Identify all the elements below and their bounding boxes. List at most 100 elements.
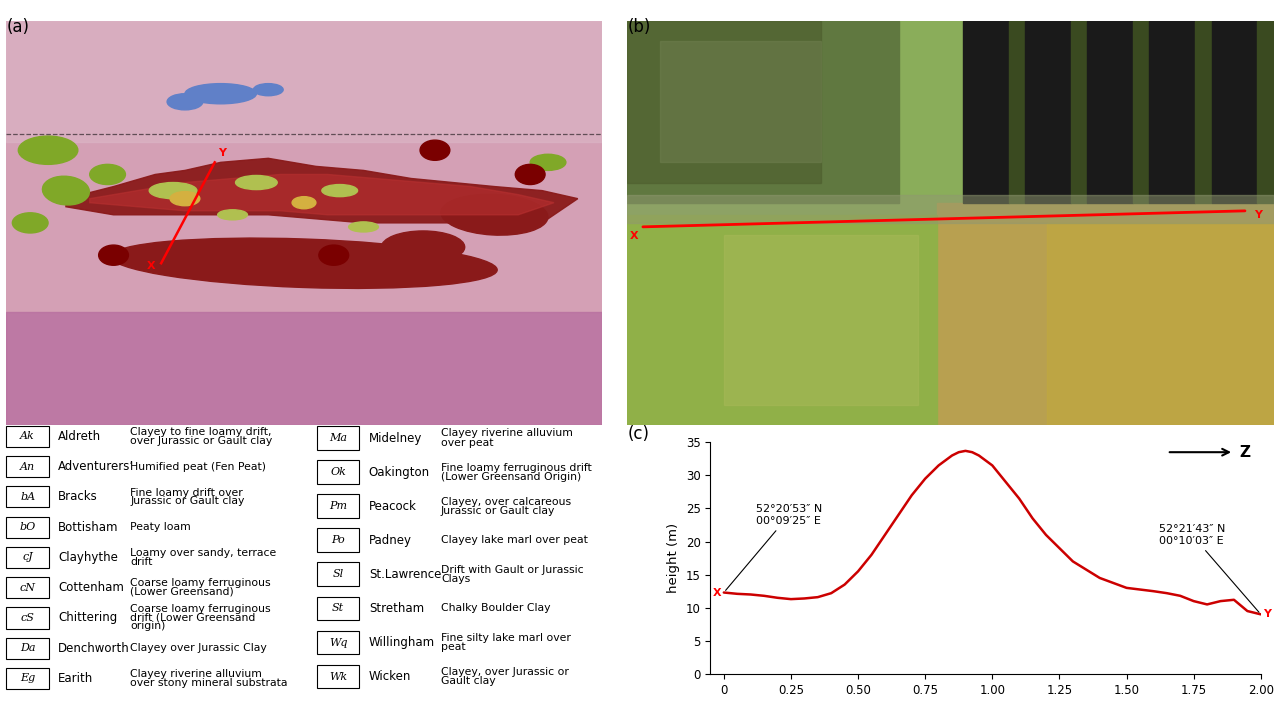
Text: Fine loamy drift over: Fine loamy drift over — [131, 488, 243, 498]
Circle shape — [319, 245, 348, 265]
Ellipse shape — [18, 136, 78, 164]
Text: X: X — [630, 231, 637, 241]
FancyBboxPatch shape — [316, 529, 360, 552]
Bar — [627, 194, 1274, 223]
Text: Earith: Earith — [59, 672, 93, 685]
Text: Jurassic or Gault clay: Jurassic or Gault clay — [131, 496, 244, 506]
Text: over stony mineral substrata: over stony mineral substrata — [131, 677, 288, 688]
Ellipse shape — [530, 154, 566, 171]
Text: Stretham: Stretham — [369, 602, 424, 615]
Text: Willingham: Willingham — [369, 636, 435, 649]
FancyBboxPatch shape — [316, 562, 360, 586]
FancyBboxPatch shape — [6, 517, 49, 538]
Ellipse shape — [90, 164, 125, 185]
Text: Peacock: Peacock — [369, 500, 417, 513]
Text: Padney: Padney — [369, 534, 412, 547]
Bar — [1257, 21, 1274, 203]
Bar — [1009, 21, 1025, 203]
Text: Cottenham: Cottenham — [59, 581, 124, 594]
Bar — [724, 235, 918, 404]
Text: bA: bA — [20, 492, 35, 502]
Ellipse shape — [321, 185, 357, 197]
Ellipse shape — [381, 231, 465, 263]
Text: Coarse loamy ferruginous: Coarse loamy ferruginous — [131, 578, 271, 588]
Text: cS: cS — [20, 613, 35, 623]
Ellipse shape — [111, 238, 497, 289]
Text: Fine silty lake marl over: Fine silty lake marl over — [440, 633, 571, 643]
Text: Sl: Sl — [333, 569, 343, 579]
Text: Clays: Clays — [440, 574, 470, 584]
Text: Y: Y — [1263, 609, 1271, 619]
Text: 52°20′53″ N
00°09′25″ E: 52°20′53″ N 00°09′25″ E — [726, 504, 822, 590]
Text: (b): (b) — [627, 18, 650, 36]
Bar — [627, 21, 899, 203]
Ellipse shape — [236, 176, 278, 190]
Text: over Jurassic or Gault clay: over Jurassic or Gault clay — [131, 435, 273, 446]
Text: (a): (a) — [6, 18, 29, 36]
Bar — [627, 215, 937, 425]
Text: Y: Y — [218, 148, 225, 158]
Text: Ok: Ok — [330, 468, 346, 477]
Text: Y: Y — [1254, 210, 1262, 220]
Bar — [1025, 21, 1070, 203]
Text: Peaty loam: Peaty loam — [131, 522, 191, 532]
Text: An: An — [20, 462, 35, 472]
FancyBboxPatch shape — [6, 668, 49, 689]
Ellipse shape — [186, 84, 256, 104]
Text: cJ: cJ — [22, 552, 33, 562]
Text: X: X — [147, 261, 155, 271]
Text: Clayey, over calcareous: Clayey, over calcareous — [440, 496, 571, 507]
FancyBboxPatch shape — [6, 547, 49, 568]
Text: drift (Lower Greensand: drift (Lower Greensand — [131, 613, 256, 623]
Ellipse shape — [13, 213, 49, 233]
Text: origin): origin) — [131, 621, 166, 631]
Text: St.Lawrence: St.Lawrence — [369, 568, 442, 581]
Ellipse shape — [170, 192, 200, 206]
Bar — [964, 21, 1009, 203]
Text: Ma: Ma — [329, 433, 347, 443]
Text: Clayey lake marl over peat: Clayey lake marl over peat — [440, 536, 588, 545]
Ellipse shape — [348, 222, 379, 232]
FancyBboxPatch shape — [6, 637, 49, 658]
Bar — [1047, 223, 1274, 425]
Bar — [6, 312, 602, 425]
Bar — [1070, 21, 1088, 203]
Polygon shape — [67, 159, 577, 223]
FancyBboxPatch shape — [316, 630, 360, 654]
Text: Po: Po — [332, 536, 344, 545]
Text: Wicken: Wicken — [369, 670, 411, 683]
Text: Wq: Wq — [329, 637, 347, 647]
FancyBboxPatch shape — [6, 607, 49, 628]
Text: Humified peat (Fen Peat): Humified peat (Fen Peat) — [131, 462, 266, 472]
Text: Adventurers’: Adventurers’ — [59, 460, 134, 473]
Text: Wk: Wk — [329, 672, 347, 682]
Text: Da: Da — [20, 643, 36, 653]
Text: St: St — [332, 604, 344, 614]
Text: Coarse loamy ferruginous: Coarse loamy ferruginous — [131, 604, 271, 614]
Circle shape — [516, 164, 545, 185]
FancyBboxPatch shape — [6, 577, 49, 598]
Ellipse shape — [442, 194, 548, 235]
FancyBboxPatch shape — [6, 456, 49, 477]
Bar — [1088, 21, 1133, 203]
FancyBboxPatch shape — [6, 425, 49, 447]
Text: Loamy over sandy, terrace: Loamy over sandy, terrace — [131, 548, 276, 558]
Text: Bracks: Bracks — [59, 491, 99, 503]
Text: Clayey, over Jurassic or: Clayey, over Jurassic or — [440, 667, 568, 677]
Circle shape — [420, 140, 449, 160]
Ellipse shape — [292, 197, 316, 208]
Text: Clayey riverine alluvium: Clayey riverine alluvium — [131, 669, 262, 680]
Text: bO: bO — [19, 522, 36, 532]
Text: Clayey to fine loamy drift,: Clayey to fine loamy drift, — [131, 427, 271, 437]
FancyBboxPatch shape — [316, 426, 360, 450]
Ellipse shape — [42, 176, 90, 205]
Polygon shape — [90, 174, 554, 215]
Text: cN: cN — [19, 583, 36, 592]
Ellipse shape — [150, 183, 197, 199]
Text: Eg: Eg — [20, 673, 36, 684]
Text: Ak: Ak — [20, 431, 35, 442]
Bar — [627, 21, 822, 183]
Ellipse shape — [253, 84, 283, 95]
Text: Aldreth: Aldreth — [59, 430, 101, 443]
Bar — [1133, 21, 1149, 203]
